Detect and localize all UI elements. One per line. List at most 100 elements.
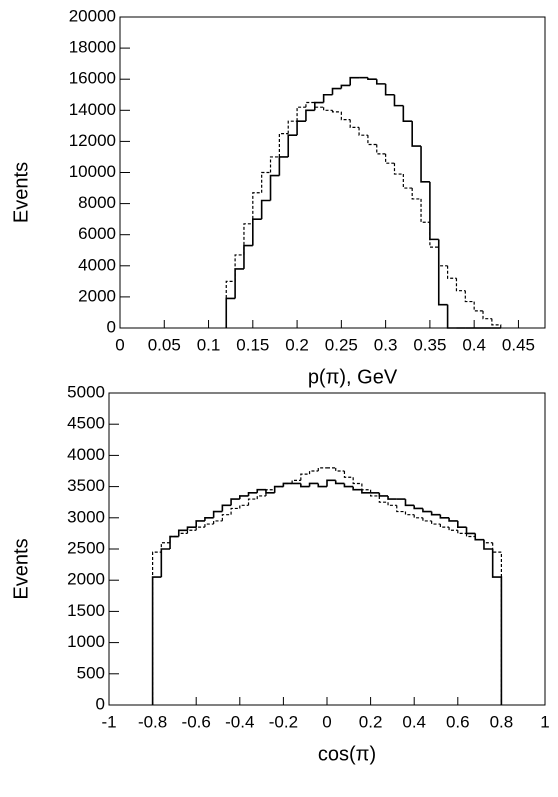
- histogram-step: [422, 517, 432, 522]
- histogram-step: [239, 504, 249, 509]
- y-tick-label: 2000: [67, 570, 105, 589]
- y-tick-label: 1000: [67, 632, 105, 651]
- histogram-step: [221, 514, 232, 521]
- histogram-step: [252, 192, 262, 224]
- histogram-step: [473, 301, 484, 312]
- histogram-step: [393, 163, 404, 175]
- y-tick-label: 8000: [78, 193, 116, 212]
- x-axis-label: p(π), GeV: [308, 366, 398, 388]
- y-tick-label: 4000: [78, 255, 116, 274]
- x-tick-label: 0.6: [446, 712, 470, 731]
- x-tick-label: 0.05: [148, 335, 181, 354]
- histogram-step: [221, 504, 232, 512]
- histogram-step: [261, 171, 271, 193]
- histogram-step: [195, 520, 205, 528]
- histogram-step: [474, 536, 484, 541]
- y-tick-label: 6000: [78, 224, 116, 243]
- histogram-step: [308, 470, 319, 475]
- histogram-step: [317, 467, 327, 471]
- x-tick-label: 0.35: [413, 335, 446, 354]
- histogram-step: [256, 495, 266, 500]
- histogram-step: [334, 480, 345, 485]
- x-tick-label: -0.6: [182, 712, 211, 731]
- histogram-step: [431, 520, 441, 525]
- histogram-step: [413, 514, 423, 519]
- histogram-step: [447, 265, 457, 279]
- histogram-step: [387, 495, 397, 500]
- histogram-step: [420, 198, 430, 223]
- histogram-step: [239, 495, 249, 500]
- y-tick-label: 0: [96, 694, 105, 713]
- histogram-step: [361, 489, 371, 494]
- histogram-step: [335, 467, 345, 472]
- histogram-step: [282, 482, 293, 487]
- histogram-step: [212, 510, 223, 518]
- y-tick-label: 2500: [67, 538, 105, 557]
- histogram-step: [274, 486, 284, 490]
- histogram-step: [323, 107, 333, 111]
- histogram-step: [230, 507, 240, 515]
- histogram-step: [230, 498, 240, 506]
- histogram-step: [491, 549, 503, 705]
- y-tick-label: 1500: [67, 601, 105, 620]
- histogram-step: [349, 76, 360, 86]
- x-tick-label: 0.15: [236, 335, 269, 354]
- histogram-step: [402, 174, 413, 189]
- histogram-step: [331, 110, 342, 113]
- histogram-step: [243, 223, 253, 255]
- histogram-step: [396, 505, 406, 513]
- histogram-step: [437, 239, 448, 306]
- histogram-step: [343, 471, 354, 478]
- histogram-step: [234, 268, 244, 299]
- x-tick-label: 0.1: [197, 335, 221, 354]
- histogram-step: [305, 109, 315, 122]
- histogram-step: [352, 486, 362, 491]
- histogram-step: [195, 526, 205, 531]
- histogram-step: [411, 188, 422, 200]
- histogram-step: [358, 127, 368, 136]
- x-tick-label: 0.2: [285, 335, 309, 354]
- histogram-step: [483, 539, 493, 544]
- histogram-step: [367, 77, 377, 80]
- x-tick-label: 0.25: [325, 335, 358, 354]
- histogram-step: [204, 523, 214, 528]
- histogram-step: [322, 93, 333, 103]
- histogram-step: [387, 502, 397, 506]
- histogram-step: [313, 101, 324, 111]
- y-tick-label: 16000: [69, 69, 116, 88]
- histogram-step: [439, 514, 450, 519]
- histogram-step: [247, 498, 258, 506]
- y-tick-label: 10000: [69, 162, 116, 181]
- histogram-step: [492, 542, 502, 705]
- y-tick-label: 3000: [67, 507, 105, 526]
- x-tick-label: 0.45: [502, 335, 535, 354]
- histogram-step: [455, 278, 466, 292]
- histogram-step: [152, 551, 162, 705]
- histogram-step: [160, 548, 171, 578]
- histogram-step: [430, 511, 441, 516]
- histogram-step: [287, 134, 298, 157]
- y-tick-label: 500: [77, 663, 105, 682]
- histogram-step: [269, 156, 280, 173]
- histogram-step: [438, 247, 448, 267]
- histogram-step: [465, 527, 476, 535]
- x-tick-label: 0: [115, 335, 124, 354]
- x-tick-label: -0.8: [138, 712, 167, 731]
- y-tick-label: 20000: [69, 6, 116, 25]
- histogram-step: [375, 79, 386, 85]
- histogram-step: [483, 539, 493, 550]
- histogram-step: [376, 144, 386, 155]
- histogram-step: [457, 530, 467, 534]
- histogram-step: [361, 483, 371, 491]
- x-tick-label: 0.3: [374, 335, 398, 354]
- y-axis-label: Events: [10, 162, 32, 223]
- y-tick-label: 5000: [67, 382, 105, 401]
- histogram-step: [300, 483, 310, 488]
- histogram-step: [448, 527, 458, 531]
- histogram-step: [331, 87, 342, 95]
- histogram-step: [404, 499, 415, 507]
- x-tick-label: 0.8: [490, 712, 514, 731]
- y-tick-label: 2000: [78, 286, 116, 305]
- histogram-step: [169, 535, 179, 549]
